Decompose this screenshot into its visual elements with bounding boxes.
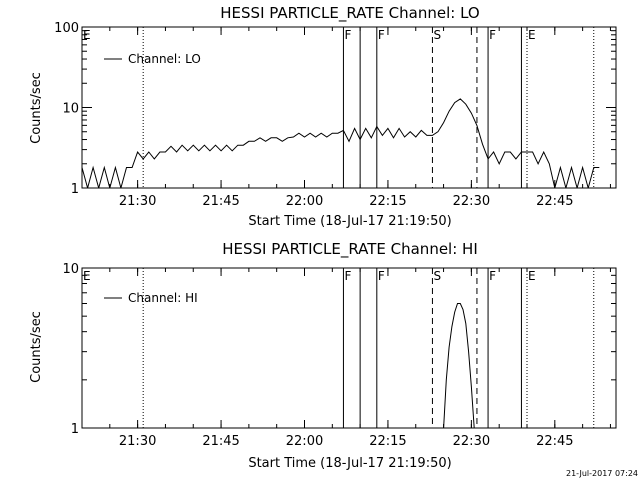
hi-plot-frame: [81, 267, 617, 429]
lo-x-tick-label: 22:30: [453, 194, 490, 209]
lo-event-marker-label: F: [344, 28, 351, 42]
lo-x-tick-label: 21:45: [202, 194, 239, 209]
hi-event-marker-label: E: [83, 269, 91, 283]
hi-event-marker-label: E: [528, 269, 536, 283]
hi-event-marker-label: S: [433, 269, 441, 283]
lo-legend-label: Channel: LO: [128, 52, 201, 66]
lo-x-tick-label: 22:00: [286, 194, 323, 209]
lo-y-tick-label: 10: [62, 102, 79, 117]
lo-channel-panel: HESSI PARTICLE_RATE Channel: LO Start Ti…: [29, 4, 617, 229]
lo-event-marker-label: E: [528, 28, 536, 42]
hi-x-axis-label: Start Time (18-Jul-17 21:19:50): [248, 456, 451, 471]
hi-event-marker-label: F: [378, 269, 385, 283]
hi-x-tick-label: 22:15: [369, 434, 406, 449]
lo-chart-title: HESSI PARTICLE_RATE Channel: LO: [220, 4, 479, 23]
lo-y-axis-label: Counts/sec: [29, 72, 44, 144]
lo-x-axis-label: Start Time (18-Jul-17 21:19:50): [248, 214, 451, 229]
hi-y-tick-label: 10: [62, 262, 79, 277]
lo-x-tick-label: 22:15: [369, 194, 406, 209]
hi-event-marker-label: F: [489, 269, 496, 283]
hi-legend-label: Channel: HI: [128, 291, 198, 305]
lo-event-marker-label: E: [83, 28, 91, 42]
generation-timestamp: 21-Jul-2017 07:24: [566, 469, 638, 478]
lo-x-tick-label: 22:45: [536, 194, 573, 209]
hi-x-tick-label: 21:30: [119, 434, 156, 449]
lo-event-marker-label: F: [378, 28, 385, 42]
hi-x-tick-label: 22:30: [453, 434, 490, 449]
hi-event-marker-label: F: [344, 269, 351, 283]
hi-y-tick-label: 1: [71, 422, 79, 437]
hi-x-tick-label: 22:00: [286, 434, 323, 449]
lo-event-marker-label: F: [489, 28, 496, 42]
lo-series-line: [82, 98, 600, 188]
hi-x-tick-label: 22:45: [536, 434, 573, 449]
lo-y-tick-label: 1: [71, 182, 79, 197]
hi-series-line: [443, 303, 475, 428]
hi-y-axis-label: Counts/sec: [29, 311, 44, 383]
lo-event-marker-label: S: [433, 28, 441, 42]
hi-x-tick-label: 21:45: [202, 434, 239, 449]
hi-channel-panel: HESSI PARTICLE_RATE Channel: HI Start Ti…: [29, 240, 617, 471]
hi-chart-title: HESSI PARTICLE_RATE Channel: HI: [222, 240, 478, 259]
lo-x-tick-label: 21:30: [119, 194, 156, 209]
lo-y-tick-label: 100: [54, 21, 79, 36]
